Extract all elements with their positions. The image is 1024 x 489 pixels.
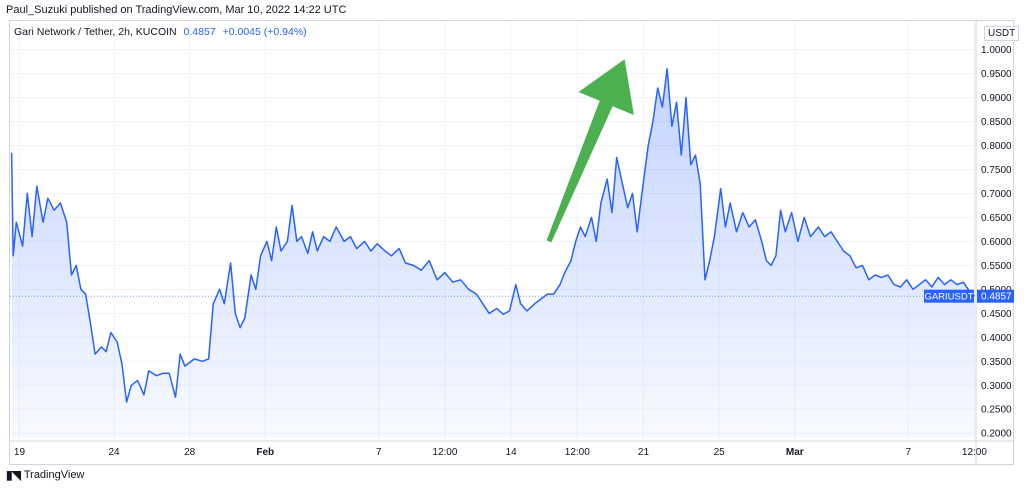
price-tag-value-bg [977, 289, 1014, 303]
symbol-legend: Gari Network / Tether, 2h, KUCOIN 0.4857… [14, 26, 307, 38]
symbol-name[interactable]: Gari Network / Tether, 2h, KUCOIN [14, 26, 177, 38]
x-tick-label: 25 [714, 447, 726, 458]
price-tag-symbol-bg [924, 289, 974, 303]
y-tick-label: 0.9000 [981, 93, 1012, 104]
y-tick-label: 0.9500 [981, 69, 1012, 80]
x-tick-label: 7 [376, 447, 382, 458]
series-area [11, 68, 975, 439]
y-tick-label: 0.3000 [981, 381, 1012, 392]
footer-brand[interactable]: TradingView [23, 469, 85, 481]
x-tick-label: 19 [14, 447, 26, 458]
y-tick-label: 0.4000 [981, 333, 1012, 344]
y-tick-label: 0.2500 [981, 405, 1012, 416]
y-tick-label: 0.7500 [981, 165, 1012, 176]
currency-label[interactable]: USDT [984, 26, 1020, 41]
footer: ▮◥ TradingView [6, 468, 84, 482]
y-tick-label: 1.0000 [981, 45, 1012, 56]
y-tick-label: 0.6000 [981, 237, 1012, 248]
y-tick-label: 0.7000 [981, 189, 1012, 200]
y-tick-label: 0.6500 [981, 213, 1012, 224]
symbol-change: +0.0045 (+0.94%) [222, 26, 307, 38]
y-tick-label: 0.4500 [981, 309, 1012, 320]
x-tick-label: 12:00 [432, 447, 457, 458]
x-tick-label: 24 [108, 447, 120, 458]
symbol-price: 0.4857 [183, 26, 216, 38]
x-tick-label: Feb [256, 447, 274, 458]
price-tag-symbol: GARIUSDT [924, 292, 973, 303]
y-tick-label: 0.5500 [981, 261, 1012, 272]
y-tick-label: 0.3500 [981, 357, 1012, 368]
up-arrow-annotation [546, 59, 634, 243]
y-tick-label: 0.8500 [981, 117, 1012, 128]
author-name[interactable]: Paul_Suzuki [6, 4, 68, 16]
x-tick-label: 28 [184, 447, 196, 458]
x-tick-label: 7 [905, 447, 911, 458]
tradingview-logo-icon[interactable]: ▮◥ [6, 468, 21, 482]
chart-frame [9, 20, 1014, 465]
y-tick-label: 0.8000 [981, 141, 1012, 152]
x-tick-label: 12:00 [962, 447, 987, 458]
x-tick-label: 21 [638, 447, 650, 458]
published-info: published on TradingView.com, Mar 10, 20… [70, 4, 347, 16]
y-tick-label: 0.2000 [981, 429, 1012, 440]
series-line [10, 68, 975, 403]
x-tick-label: Mar [786, 447, 804, 458]
x-tick-label: 14 [506, 447, 518, 458]
price-tag-value: 0.4857 [981, 292, 1012, 303]
x-tick-label: 12:00 [565, 447, 590, 458]
published-header: Paul_Suzuki published on TradingView.com… [6, 4, 346, 16]
